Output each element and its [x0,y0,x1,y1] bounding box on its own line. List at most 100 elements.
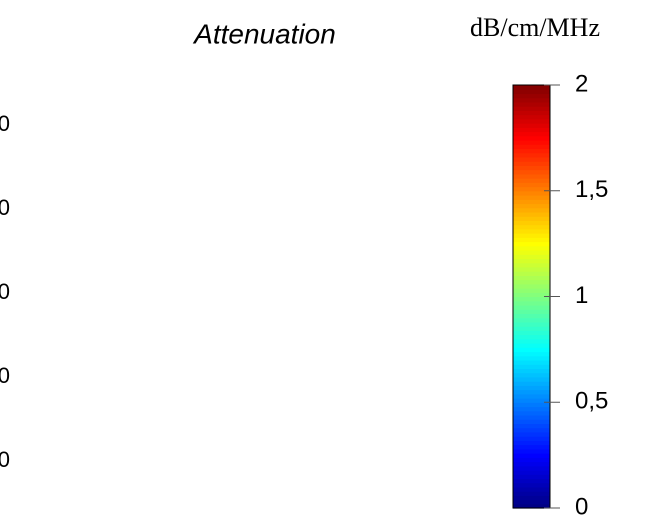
colorbar-segment [513,165,550,170]
colorbar-segment [513,115,550,120]
colorbar-segment [513,225,550,230]
y-tick-label: 0 [0,279,10,304]
page: {"chart_data": {"type": "heatmap", "titl… [0,0,648,520]
colorbar-segment [513,457,550,462]
colorbar-segment [513,487,550,492]
colorbar-segment [513,212,550,217]
colorbar-segment [513,119,550,124]
colorbar-segment [513,322,550,327]
colorbar-segment [513,85,550,90]
colorbar-segment [513,360,550,365]
colorbar-segment [513,440,550,445]
colorbar-segment [513,453,550,458]
colorbar-segment [513,394,550,399]
colorbar-segment [513,106,550,111]
colorbar-segment [513,284,550,289]
colorbar-segment [513,347,550,352]
colorbar-segment [513,89,550,94]
colorbar-segment [513,195,550,200]
colorbar-segment [513,242,550,247]
colorbar-segment [513,275,550,280]
colorbar-segment [513,356,550,361]
colorbar-segment [513,385,550,390]
colorbar-segment [513,127,550,132]
colorbar-segment [513,483,550,488]
colorbar-segment [513,335,550,340]
colorbar-segment [513,161,550,166]
colorbar-tick-label: 1 [575,282,588,309]
colorbar-segment [513,373,550,378]
colorbar-segment [513,246,550,251]
colorbar-segment [513,305,550,310]
colorbar-tick-label: 0,5 [575,388,608,415]
colorbar-segment [513,110,550,115]
colorbar-segment [513,203,550,208]
colorbar-segment [513,271,550,276]
colorbar-segment [513,436,550,441]
colorbar-segment [513,157,550,162]
colorbar-segment [513,267,550,272]
y-tick-label: 0 [0,363,10,388]
colorbar-segment [513,144,550,149]
colorbar-segment [513,182,550,187]
colorbar-segment [513,132,550,137]
colorbar-segment [513,364,550,369]
y-tick-label: 0 [0,447,10,472]
colorbar-segment [513,411,550,416]
y-tick-label: 0 [0,195,10,220]
colorbar-segment [513,263,550,268]
colorbar-segment [513,351,550,356]
colorbar-segment [513,330,550,335]
colorbar-tick-label: 1,5 [575,176,608,203]
colorbar-segment [513,495,550,500]
colorbar-tick-label: 2 [575,70,588,97]
colorbar-segment [513,415,550,420]
chart-title: Attenuation [192,18,336,49]
colorbar-segment [513,148,550,153]
colorbar-segment [513,428,550,433]
colorbar-segment [513,343,550,348]
colorbar-segment [513,229,550,234]
colorbar-segment [513,419,550,424]
colorbar-segment [513,288,550,293]
colorbar-segment [513,93,550,98]
colorbar-segment [513,123,550,128]
colorbar-segment [513,233,550,238]
colorbar-segment [513,254,550,259]
colorbar-segment [513,339,550,344]
colorbar-segment [513,318,550,323]
colorbar-segment [513,170,550,175]
colorbar-segment [513,326,550,331]
colorbar-segment [513,220,550,225]
colorbar-segment [513,237,550,242]
chart: Attenuation dB/cm/MHz 0000000,511,52 [0,0,648,520]
colorbar-segment [513,423,550,428]
colorbar-segment [513,98,550,103]
colorbar-segment [513,461,550,466]
colorbar-segment [513,402,550,407]
colorbar-label: dB/cm/MHz [470,13,600,42]
colorbar-segment [513,258,550,263]
colorbar-segment [513,478,550,483]
colorbar-segment [513,297,550,302]
colorbar-segment [513,313,550,318]
colorbar-segment [513,309,550,314]
colorbar-segment [513,445,550,450]
colorbar-segment [513,466,550,471]
colorbar-segment [513,381,550,386]
colorbar-segment [513,174,550,179]
y-tick-label: 0 [0,111,10,136]
colorbar-segment [513,216,550,221]
colorbar-segment [513,491,550,496]
colorbar-segment [513,280,550,285]
colorbar-segment [513,432,550,437]
colorbar-segment [513,250,550,255]
colorbar-segment [513,377,550,382]
colorbar-segment [513,153,550,158]
colorbar-segment [513,470,550,475]
colorbar-segment [513,136,550,141]
colorbar-segment [513,102,550,107]
colorbar-segment [513,390,550,395]
colorbar-segment [513,301,550,306]
colorbar-segment [513,500,550,505]
